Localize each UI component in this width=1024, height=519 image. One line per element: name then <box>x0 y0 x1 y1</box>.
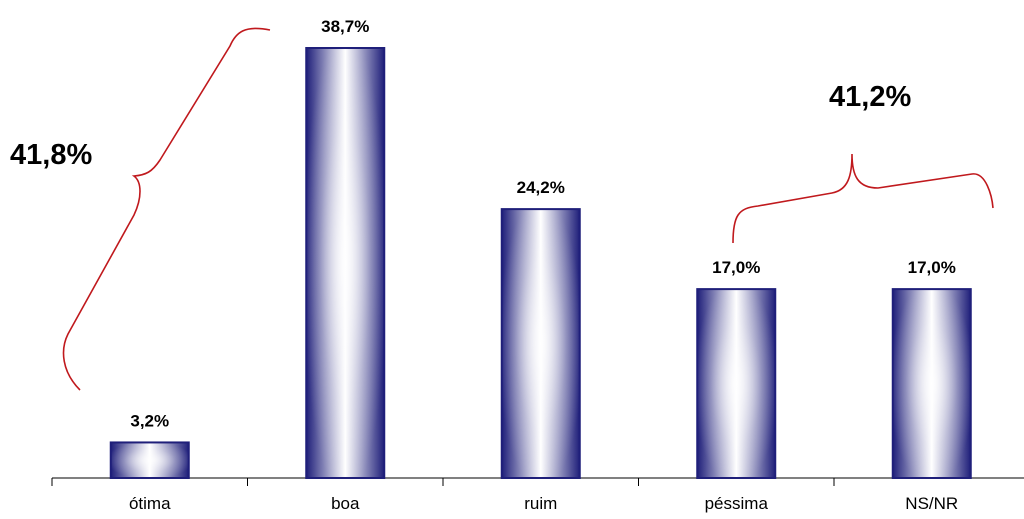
data-label: 38,7% <box>321 17 369 36</box>
bar-outline <box>109 441 190 480</box>
bar-highlight <box>697 289 776 478</box>
left-group-label: 41,8% <box>10 139 92 171</box>
data-label: 3,2% <box>130 411 169 430</box>
x-tick-labels: ótima boa ruim péssima NS/NR <box>129 494 958 513</box>
bar-highlight <box>501 209 580 478</box>
x-tick-label: ótima <box>129 494 171 513</box>
bar <box>500 208 581 479</box>
data-label: 17,0% <box>908 258 956 277</box>
x-tick-label: ruim <box>524 494 557 513</box>
x-tick-label: péssima <box>705 494 769 513</box>
x-axis-ticks <box>51 478 835 486</box>
bar-outline <box>305 47 386 479</box>
bar-highlight <box>306 48 385 478</box>
bar-highlight <box>110 442 189 478</box>
bar-outline <box>500 208 581 479</box>
bar-outline <box>891 288 972 479</box>
data-label: 17,0% <box>712 258 760 277</box>
bar <box>696 288 777 479</box>
left-group-brace <box>62 27 271 391</box>
data-labels: 3,2% 38,7% 24,2% 17,0% 17,0% <box>130 17 955 430</box>
bar <box>109 441 190 480</box>
x-tick-label: boa <box>331 494 360 513</box>
bars <box>109 47 972 480</box>
bar-highlight <box>892 289 971 478</box>
data-label: 24,2% <box>517 178 565 197</box>
bar <box>891 288 972 479</box>
bar <box>305 47 386 479</box>
bar-outline <box>696 288 777 479</box>
x-tick-label: NS/NR <box>905 494 958 513</box>
right-group-brace <box>732 153 994 244</box>
right-group-label: 41,2% <box>829 81 911 113</box>
